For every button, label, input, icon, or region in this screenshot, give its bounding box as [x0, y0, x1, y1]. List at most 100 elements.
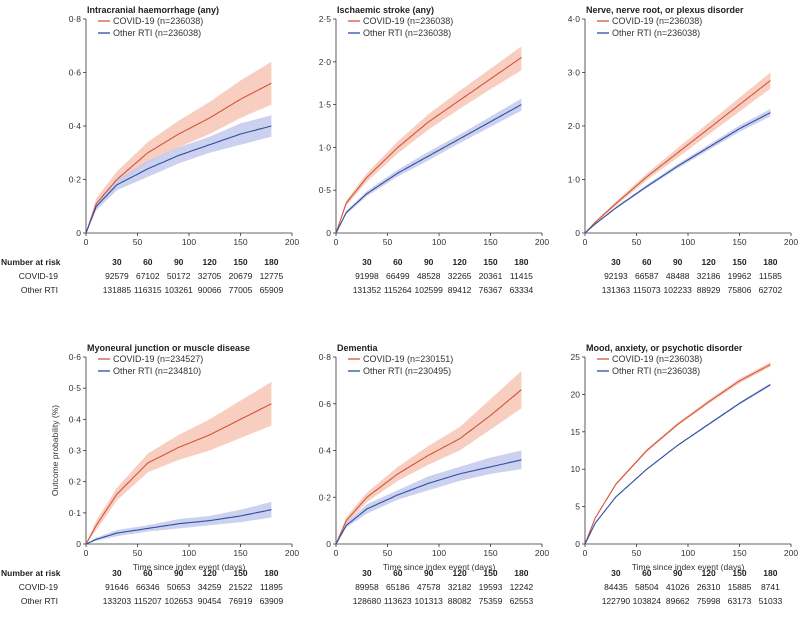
risk-value: 75998 [697, 596, 721, 606]
risk-row-label: Other RTI [21, 596, 58, 606]
x-axis-label: Time since index event (days) [383, 562, 496, 572]
risk-value: 21522 [229, 582, 253, 592]
chart-title: Myoneural junction or muscle disease [87, 343, 250, 353]
legend-entry: Other RTI (n=234810) [113, 366, 201, 376]
x-tick-label: 150 [233, 237, 247, 247]
risk-timepoint: 120 [702, 568, 716, 578]
y-tick-label: 1·0 [568, 175, 581, 185]
risk-value: 76367 [479, 285, 503, 295]
y-tick-label: 0·3 [69, 446, 82, 456]
risk-value: 131352 [353, 285, 382, 295]
risk-value: 113623 [384, 596, 412, 606]
y-tick-label: 25 [571, 352, 581, 362]
risk-timepoint: 60 [143, 257, 153, 267]
y-axis-label: Outcome probability (%) [50, 405, 60, 496]
risk-timepoint: 120 [203, 257, 217, 267]
series-line-other-rti [85, 125, 272, 234]
y-tick-label: 3·0 [568, 68, 581, 78]
series-line-other-rti [335, 104, 522, 234]
risk-value: 75359 [479, 596, 503, 606]
x-tick-label: 150 [732, 548, 746, 558]
risk-timepoint: 90 [174, 257, 184, 267]
risk-value: 20361 [479, 271, 503, 281]
risk-timepoint: 150 [732, 257, 746, 267]
y-tick-label: 0·1 [69, 508, 82, 518]
risk-timepoint: 30 [362, 568, 372, 578]
risk-value: 75806 [728, 285, 752, 295]
x-tick-label: 0 [334, 548, 339, 558]
x-tick-label: 150 [483, 237, 497, 247]
risk-timepoint: 150 [483, 257, 497, 267]
y-tick-label: 4·0 [568, 14, 581, 24]
series-line-covid [85, 403, 272, 545]
y-tick-label: 15 [571, 427, 581, 437]
confidence-band-covid [86, 381, 272, 544]
risk-value: 92193 [604, 271, 628, 281]
risk-value: 20679 [229, 271, 253, 281]
number-at-risk-table: 30 60 90 120 150 180 92193 66587 48488 32186 19962… [602, 257, 783, 295]
x-tick-label: 0 [583, 548, 588, 558]
chart-title: Intracranial haemorrhage (any) [87, 5, 219, 15]
risk-row-label: COVID-19 [19, 582, 58, 592]
risk-value: 115207 [134, 596, 162, 606]
x-tick-label: 0 [583, 237, 588, 247]
risk-value: 63334 [510, 285, 534, 295]
risk-timepoint: 60 [642, 257, 652, 267]
risk-value: 51033 [759, 596, 783, 606]
y-tick-label: 2·5 [319, 14, 332, 24]
risk-value: 66587 [635, 271, 659, 281]
x-tick-label: 200 [285, 548, 299, 558]
risk-timepoint: 90 [424, 568, 434, 578]
risk-value: 50172 [167, 271, 191, 281]
risk-value: 102599 [415, 285, 444, 295]
x-axis-label: Time since index event (days) [133, 562, 246, 572]
series-line-other-rti [584, 112, 771, 234]
legend-entry: COVID-19 (n=236038) [113, 16, 203, 26]
x-tick-label: 50 [133, 237, 143, 247]
y-tick-label: 1·0 [319, 142, 332, 152]
legend-entry: Other RTI (n=236038) [113, 28, 201, 38]
risk-value: 19962 [728, 271, 752, 281]
series-line-covid [85, 82, 272, 234]
risk-value: 12775 [260, 271, 284, 281]
x-tick-label: 200 [285, 237, 299, 247]
risk-timepoint: 90 [673, 257, 683, 267]
legend-entry: COVID-19 (n=234527) [113, 354, 203, 364]
x-tick-label: 50 [383, 237, 393, 247]
chart-title: Ischaemic stroke (any) [337, 5, 434, 15]
risk-value: 89958 [355, 582, 379, 592]
risk-value: 67102 [136, 271, 160, 281]
risk-row-label: COVID-19 [19, 271, 58, 281]
risk-value: 133203 [103, 596, 132, 606]
y-tick-label: 0·4 [69, 121, 82, 131]
risk-value: 115073 [633, 285, 661, 295]
y-tick-label: 0·2 [69, 175, 82, 185]
x-axis-label: Time since index event (days) [632, 562, 745, 572]
y-tick-label: 20 [571, 389, 581, 399]
number-at-risk-table: 30 60 90 120 150 180 89958 65186 47578 32182 19593… [353, 568, 534, 606]
x-tick-label: 150 [732, 237, 746, 247]
risk-value: 11895 [260, 582, 283, 592]
risk-timepoint: 120 [702, 257, 716, 267]
risk-timepoint: 150 [483, 568, 497, 578]
legend-entry: Other RTI (n=230495) [363, 366, 451, 376]
y-tick-label: 0 [326, 539, 331, 549]
risk-value: 66499 [386, 271, 410, 281]
risk-value: 58504 [635, 582, 659, 592]
risk-timepoint: 60 [393, 568, 403, 578]
risk-value: 41026 [666, 582, 690, 592]
risk-value: 26310 [697, 582, 721, 592]
x-tick-label: 50 [133, 548, 143, 558]
confidence-band-other-rti [336, 98, 522, 233]
risk-timepoint: 60 [143, 568, 153, 578]
risk-value: 11585 [759, 271, 782, 281]
risk-value: 63909 [260, 596, 284, 606]
risk-timepoint: 90 [174, 568, 184, 578]
series-line-other-rti [335, 459, 522, 545]
risk-value: 34259 [198, 582, 222, 592]
x-tick-label: 200 [784, 548, 798, 558]
risk-value: 88929 [697, 285, 721, 295]
risk-timepoint: 180 [514, 257, 528, 267]
risk-timepoint: 60 [393, 257, 403, 267]
risk-value: 32265 [448, 271, 472, 281]
